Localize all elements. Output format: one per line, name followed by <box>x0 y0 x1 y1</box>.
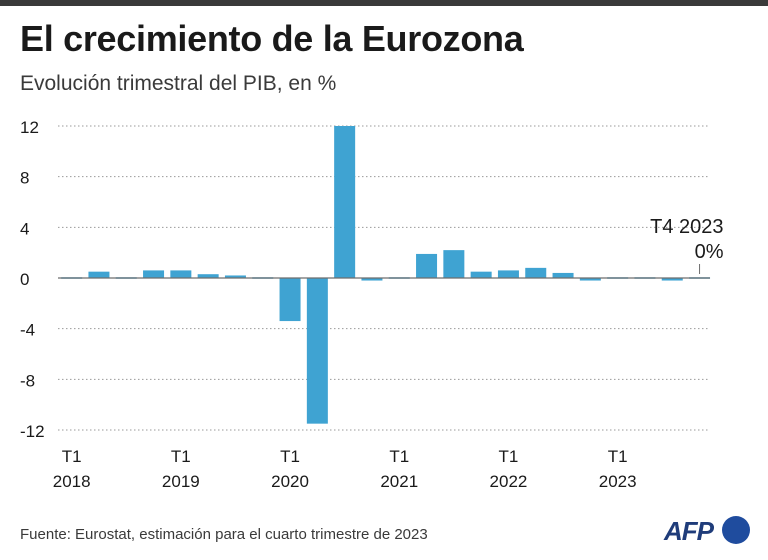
bar <box>443 250 465 278</box>
bar <box>361 278 383 281</box>
y-tick-label: 12 <box>20 118 39 137</box>
top-bar <box>0 0 768 6</box>
bar <box>224 275 246 278</box>
annotation-value: 0% <box>695 241 724 263</box>
bar <box>306 278 328 424</box>
bar <box>197 274 219 278</box>
y-tick-label: 8 <box>20 169 29 188</box>
bar <box>88 271 110 278</box>
annotation-label: T4 2023 <box>650 216 723 238</box>
x-tick-year: 2020 <box>271 472 309 491</box>
x-tick-quarter: T1 <box>171 447 191 466</box>
y-tick-label: -12 <box>20 422 45 441</box>
afp-logo: AFP <box>664 514 754 548</box>
bar <box>334 126 356 278</box>
x-tick-quarter: T1 <box>280 447 300 466</box>
chart-subtitle: Evolución trimestral del PIB, en % <box>20 72 337 95</box>
bar <box>579 278 601 281</box>
x-tick-quarter: T1 <box>389 447 409 466</box>
bar <box>143 270 165 278</box>
bar <box>497 270 519 278</box>
bar <box>170 270 192 278</box>
x-tick-year: 2023 <box>599 472 637 491</box>
bar <box>279 278 301 322</box>
x-tick-year: 2019 <box>162 472 200 491</box>
x-tick-quarter: T1 <box>62 447 82 466</box>
source-note: Fuente: Eurostat, estimación para el cua… <box>20 526 428 543</box>
y-tick-label: 0 <box>20 270 29 289</box>
x-tick-quarter: T1 <box>499 447 519 466</box>
y-tick-label: -4 <box>20 321 35 340</box>
x-tick-year: 2021 <box>380 472 418 491</box>
x-tick-year: 2018 <box>53 472 91 491</box>
bar <box>470 271 492 278</box>
afp-logo-dot-icon <box>722 516 750 544</box>
x-tick-year: 2022 <box>490 472 528 491</box>
bar <box>525 267 547 278</box>
bar <box>416 253 438 278</box>
bar <box>552 272 574 278</box>
chart-title: El crecimiento de la Eurozona <box>20 18 524 59</box>
bar <box>661 278 683 281</box>
y-tick-label: 4 <box>20 219 29 238</box>
afp-logo-text: AFP <box>664 516 714 546</box>
y-tick-label: -8 <box>20 371 35 390</box>
x-tick-quarter: T1 <box>608 447 628 466</box>
